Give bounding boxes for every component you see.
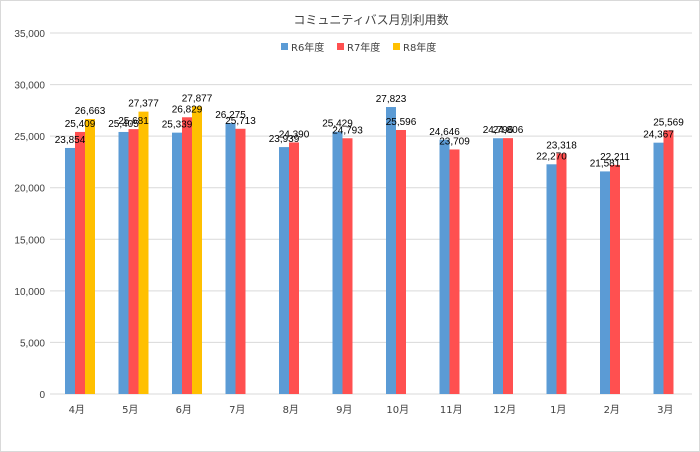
data-label: 26,829 (172, 104, 203, 115)
y-tick-label: 10,000 (14, 287, 45, 298)
y-tick-label: 5,000 (20, 338, 45, 349)
legend-label-r8: R8年度 (403, 41, 436, 54)
legend-label-r6: R6年度 (291, 41, 324, 54)
data-label: 24,390 (279, 129, 310, 140)
bar (182, 117, 192, 395)
x-tick-label: 1月 (550, 404, 566, 416)
bar (439, 139, 450, 394)
data-label: 25,429 (322, 119, 353, 130)
data-label: 27,877 (182, 93, 213, 104)
data-label: 23,939 (269, 134, 300, 145)
x-tick-label: 12月 (493, 404, 516, 416)
bar (610, 164, 620, 394)
data-label: 23,709 (439, 136, 470, 147)
x-axis: 4月 5月 6月 7月 8月 9月 10月 11月 12月 1月 2月 3月 (69, 404, 674, 416)
bar (289, 142, 299, 394)
gridlines (50, 32, 692, 395)
bar (279, 147, 289, 394)
y-axis: 0 5,000 10,000 15,000 20,000 25,000 30,000 35,0… (14, 29, 45, 401)
bar (449, 149, 460, 394)
data-label: 21,581 (590, 158, 621, 169)
bar (503, 138, 513, 394)
bar (128, 129, 139, 394)
y-tick-label: 20,000 (14, 184, 45, 195)
bars (65, 106, 674, 395)
legend-label-r7: R7年度 (347, 41, 380, 54)
legend: R6年度 R7年度 R8年度 (281, 41, 436, 54)
bar (396, 129, 406, 394)
bar (118, 131, 129, 394)
x-tick-label: 3月 (657, 404, 673, 416)
data-label: 26,663 (75, 106, 106, 117)
x-tick-label: 9月 (336, 404, 352, 416)
bar (663, 130, 674, 394)
bar (342, 138, 353, 394)
data-label: 25,681 (118, 116, 149, 127)
bar (138, 111, 149, 395)
x-tick-label: 10月 (386, 404, 409, 416)
x-tick-label: 11月 (440, 404, 463, 416)
data-label: 24,793 (332, 125, 363, 136)
bar (192, 106, 202, 394)
legend-swatch-r8 (393, 43, 400, 50)
legend-swatch-r6 (281, 43, 288, 50)
data-label: 22,211 (600, 152, 630, 163)
bar (75, 131, 85, 394)
data-label: 23,318 (546, 140, 577, 151)
data-label: 23,854 (55, 135, 86, 146)
bar (65, 147, 75, 394)
y-tick-label: 35,000 (14, 29, 45, 40)
bar (600, 171, 610, 394)
data-label: 24,796 (483, 125, 514, 136)
bar (332, 131, 343, 395)
y-tick-label: 15,000 (14, 235, 45, 246)
bar (386, 107, 396, 394)
data-label: 22,270 (536, 151, 567, 162)
data-label: 24,806 (493, 125, 524, 136)
bar (235, 128, 246, 395)
data-label: 26,275 (215, 110, 246, 121)
data-label: 27,823 (376, 94, 407, 105)
data-label: 25,713 (225, 116, 256, 127)
data-label: 25,409 (65, 119, 96, 130)
bar (225, 122, 236, 395)
bar (85, 118, 95, 394)
x-tick-label: 4月 (69, 404, 85, 416)
x-tick-label: 5月 (122, 404, 138, 416)
legend-swatch-r7 (337, 43, 344, 50)
x-tick-label: 8月 (283, 404, 299, 416)
x-tick-label: 6月 (176, 404, 192, 416)
x-tick-label: 2月 (604, 404, 620, 416)
bar (653, 142, 664, 394)
data-label: 24,646 (429, 127, 460, 138)
bar (546, 164, 557, 394)
data-label: 24,367 (643, 130, 674, 141)
data-label: 25,596 (386, 117, 417, 128)
y-tick-label: 25,000 (14, 132, 45, 143)
chart-title: コミュニティバス月別利用数 (293, 12, 448, 27)
data-label: 25,339 (162, 120, 193, 131)
data-label: 25,405 (108, 119, 139, 130)
data-label: 27,377 (128, 99, 159, 110)
data-label: 25,569 (653, 117, 684, 128)
y-tick-label: 30,000 (14, 81, 45, 92)
x-tick-label: 7月 (229, 404, 245, 416)
bar (493, 138, 503, 394)
y-tick-label: 0 (39, 390, 45, 401)
bar (172, 132, 182, 395)
bar (556, 153, 567, 394)
